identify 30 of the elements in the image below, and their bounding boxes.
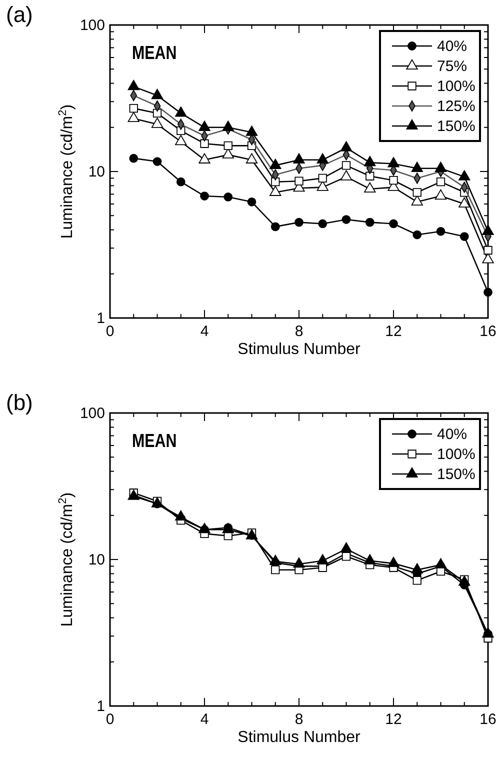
x-axis-title: Stimulus Number [238,341,362,358]
x-tick-label: 0 [106,323,114,340]
y-tick-label: 10 [88,552,105,568]
y-tick-label: 1 [96,698,105,715]
legend-label: 100% [437,446,476,463]
legend-label: 40% [437,426,468,443]
y-tick-label: 10 [88,164,105,180]
annotation: MEAN [132,429,177,452]
x-axis-title: Stimulus Number [238,729,362,746]
x-tick-label: 4 [200,711,209,728]
legend-label: 125% [437,98,476,115]
chart-title: (a) [6,2,33,27]
x-tick-label: 4 [200,323,209,340]
x-tick-label: 16 [480,323,496,340]
y-tick-label: 100 [80,405,105,422]
legend-label: 150% [437,466,476,483]
legend-label: 40% [437,38,468,55]
x-tick-label: 8 [294,323,304,340]
x-tick-label: 8 [294,711,304,728]
x-tick-label: 12 [385,323,402,340]
x-tick-label: 16 [480,711,496,728]
y-tick-label: 1 [96,310,105,327]
x-tick-label: 12 [385,711,402,728]
legend-label: 75% [437,58,468,75]
x-tick-label: 0 [106,711,114,728]
legend-label: 100% [437,78,476,95]
legend-label: 150% [437,118,476,135]
y-tick-label: 100 [80,17,105,34]
chart-title: (b) [6,390,33,415]
annotation: MEAN [132,41,177,64]
